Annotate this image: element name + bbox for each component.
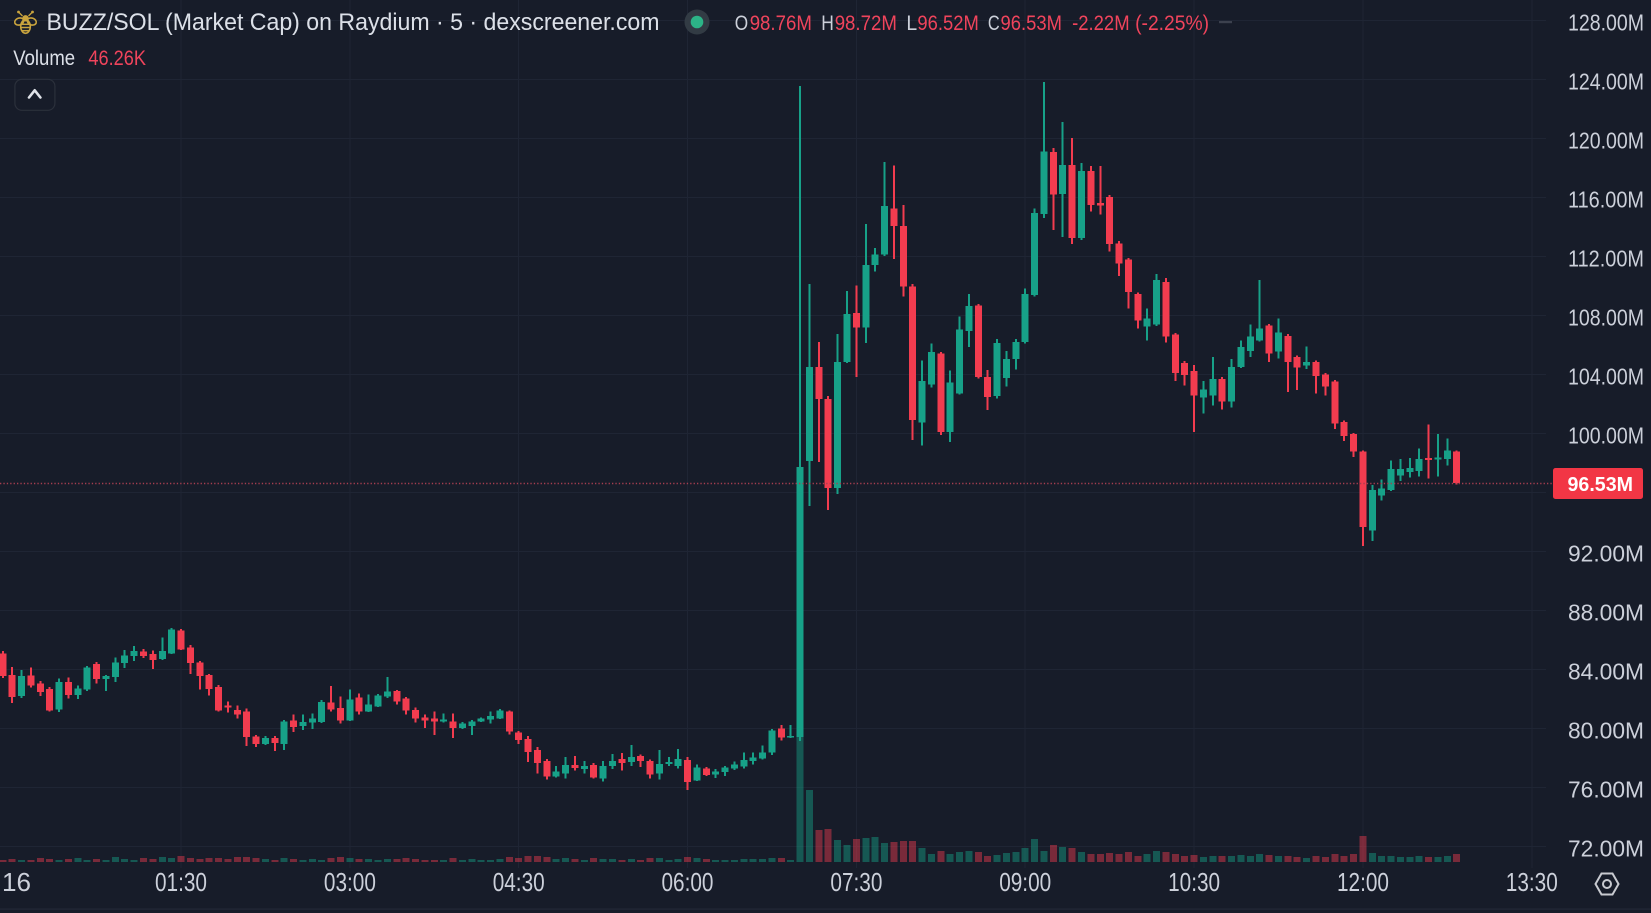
svg-text:-2.22M: -2.22M: [1072, 12, 1130, 35]
svg-text:L: L: [906, 12, 917, 35]
svg-text:128.00M: 128.00M: [1568, 10, 1644, 36]
svg-text:108.00M: 108.00M: [1568, 305, 1644, 331]
svg-text:72.00M: 72.00M: [1568, 836, 1644, 862]
svg-text:01:30: 01:30: [155, 867, 207, 897]
svg-text:96.53M: 96.53M: [1568, 474, 1634, 496]
svg-text:16: 16: [2, 867, 31, 897]
svg-text:03:00: 03:00: [324, 867, 376, 897]
svg-text:C: C: [988, 12, 1000, 35]
svg-text:84.00M: 84.00M: [1568, 659, 1644, 685]
svg-text:04:30: 04:30: [493, 867, 545, 897]
svg-text:46.26K: 46.26K: [88, 46, 146, 70]
svg-text:96.52M: 96.52M: [917, 12, 978, 35]
svg-text:07:30: 07:30: [830, 867, 882, 897]
svg-text:100.00M: 100.00M: [1568, 423, 1644, 449]
svg-text:O: O: [735, 12, 748, 35]
svg-text:76.00M: 76.00M: [1568, 777, 1644, 803]
svg-text:98.76M: 98.76M: [750, 12, 812, 35]
svg-text:12:00: 12:00: [1337, 867, 1389, 897]
svg-text:116.00M: 116.00M: [1568, 187, 1644, 213]
svg-text:88.00M: 88.00M: [1568, 600, 1644, 626]
svg-text:Volume: Volume: [13, 46, 75, 70]
svg-text:09:00: 09:00: [999, 867, 1051, 897]
svg-text:98.72M: 98.72M: [835, 12, 897, 35]
svg-text:124.00M: 124.00M: [1568, 69, 1644, 95]
svg-text:13:30: 13:30: [1506, 867, 1558, 897]
svg-text:06:00: 06:00: [662, 867, 714, 897]
svg-text:(-2.25%): (-2.25%): [1135, 12, 1209, 35]
svg-text:104.00M: 104.00M: [1568, 364, 1644, 390]
svg-text:H: H: [821, 12, 834, 35]
svg-text:96.53M: 96.53M: [1001, 12, 1062, 35]
svg-text:10:30: 10:30: [1168, 867, 1220, 897]
svg-text:80.00M: 80.00M: [1568, 718, 1644, 744]
svg-text:BUZZ/SOL (Market Cap) on Raydi: BUZZ/SOL (Market Cap) on Raydium · 5 · d…: [47, 9, 660, 36]
svg-text:92.00M: 92.00M: [1568, 541, 1644, 567]
svg-text:120.00M: 120.00M: [1568, 128, 1644, 154]
svg-text:112.00M: 112.00M: [1568, 246, 1644, 272]
